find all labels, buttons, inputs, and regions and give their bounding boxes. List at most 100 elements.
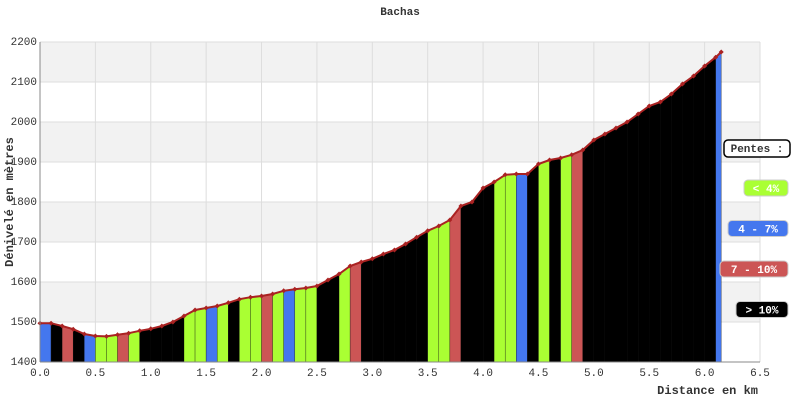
profile-point [391, 247, 397, 253]
profile-point [369, 256, 375, 262]
profile-point [580, 147, 586, 153]
slope-segment [294, 287, 306, 363]
slope-segment [505, 173, 517, 363]
profile-point [403, 241, 409, 247]
profile-point [491, 179, 497, 185]
profile-point [613, 125, 619, 131]
slope-segment [217, 302, 229, 363]
profile-point [718, 49, 724, 55]
profile-point [292, 286, 298, 292]
slope-segment [95, 335, 107, 363]
slope-segment [283, 289, 295, 363]
slope-segment [84, 333, 96, 363]
slope-segment [117, 333, 129, 363]
slope-segment [372, 253, 384, 363]
legend: Pentes : < 4% 4 - 7% 7 - 10% > 10% [719, 139, 791, 318]
profile-point [535, 161, 541, 167]
slope-segment [150, 325, 162, 363]
profile-point [668, 91, 674, 97]
slope-segment [460, 201, 473, 363]
y-tick-label: 1800 [11, 197, 37, 209]
slope-segment [183, 309, 196, 363]
y-axis-title: Dénivelé en mètres [3, 137, 17, 267]
slope-segment [250, 295, 262, 363]
x-tick-label: 4.0 [473, 368, 493, 380]
slope-segment [626, 113, 639, 363]
profile-point [137, 328, 143, 334]
profile-point [380, 251, 386, 257]
profile-point [502, 172, 508, 178]
profile-point [270, 291, 276, 297]
profile-point [624, 119, 630, 125]
profile-point [115, 332, 121, 338]
slope-segment [449, 205, 462, 363]
profile-point [691, 73, 697, 79]
slope-segment [206, 305, 218, 363]
slope-segment [549, 157, 561, 363]
slope-segment [161, 321, 174, 363]
profile-point [170, 319, 176, 325]
slope-segment [405, 236, 417, 363]
profile-point [469, 199, 475, 205]
profile-point [314, 283, 320, 289]
x-tick-label: 2.0 [252, 368, 272, 380]
profile-point [336, 271, 342, 277]
slope-segment [139, 328, 151, 363]
slope-segment [571, 149, 583, 363]
slope-segment [106, 334, 118, 363]
x-tick-label: 5.0 [584, 368, 604, 380]
slope-segment [305, 285, 318, 363]
profile-point [59, 323, 65, 329]
profile-point [635, 111, 641, 117]
y-tick-label: 2000 [11, 117, 37, 129]
slope-segment [593, 133, 606, 363]
profile-point [436, 223, 442, 229]
legend-title-box [723, 139, 791, 158]
y-tick-label: 2100 [11, 77, 37, 89]
profile-point [92, 333, 98, 339]
slope-segment [62, 325, 74, 363]
slope-segment [538, 159, 550, 363]
profile-point [303, 285, 309, 291]
slope-segment [615, 121, 628, 363]
profile-point [458, 203, 464, 209]
profile-point [513, 171, 519, 177]
x-tick-label: 1.5 [196, 368, 216, 380]
x-tick-label: 6.0 [695, 368, 715, 380]
profile-point [569, 152, 575, 158]
profile-point [524, 171, 530, 177]
slope-segment [715, 51, 722, 363]
profile-point [646, 103, 652, 109]
profile-point [214, 303, 220, 309]
profile-point [325, 277, 331, 283]
slope-segment [350, 261, 362, 363]
profile-point [657, 99, 663, 105]
y-tick-label: 1600 [11, 277, 37, 289]
slope-segment [649, 101, 661, 363]
profile-point [225, 300, 231, 306]
chart-title: Bachas [380, 7, 420, 19]
slope-segment [172, 315, 185, 363]
slope-segment [638, 105, 650, 363]
x-axis-title: Distance en km [657, 384, 758, 398]
slope-segment [560, 154, 572, 363]
legend-swatch [743, 179, 789, 197]
legend-label: < 4% [753, 184, 780, 196]
profile-point [447, 217, 453, 223]
slope-segment [228, 298, 240, 363]
y-tick-label: 1400 [11, 357, 37, 369]
slope-segment [582, 139, 594, 363]
slope-segment [516, 173, 528, 363]
profile-point [358, 259, 364, 265]
legend-label: > 10% [745, 305, 778, 317]
slope-segment [194, 307, 207, 363]
slope-segment [239, 297, 251, 363]
profile-point [70, 326, 76, 332]
profile-point [126, 330, 132, 336]
slope-segment [482, 181, 495, 363]
profile-point [81, 331, 87, 337]
slope-segment [361, 258, 373, 363]
x-tick-label: 4.5 [529, 368, 549, 380]
slope-segment [427, 225, 439, 363]
